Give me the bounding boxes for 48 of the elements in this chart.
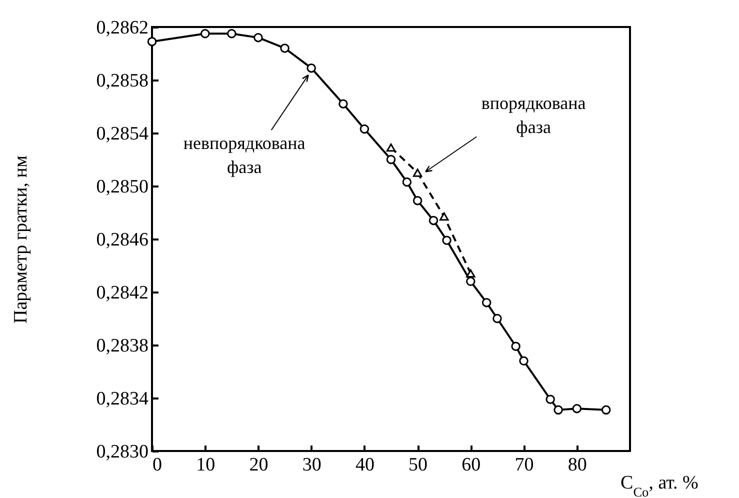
point [280,44,290,53]
x-tick-label: 80 [568,454,587,476]
x-tick-label: 60 [462,454,481,476]
point [466,276,476,286]
point [402,177,412,187]
y-tick-label: 0,2842 [96,282,148,304]
x-tick-label: 40 [355,454,374,476]
x-tick-label: 70 [514,454,534,476]
point [442,236,452,245]
y-tick-label: 0,2854 [96,124,149,144]
y-tick-label: 0,2830 [96,442,148,462]
point [386,154,396,164]
y-tick-label: 0,2862 [96,18,148,38]
point [306,63,316,73]
y-tick-label: 0,2858 [96,70,148,92]
x-tick-label: 30 [302,454,322,476]
point [439,212,449,221]
point [519,356,528,366]
point [227,29,236,38]
point [412,196,422,206]
point [492,314,502,324]
point [147,36,157,46]
x-tick-label: 20 [249,454,268,476]
point [200,29,210,38]
point [360,124,370,134]
point [554,405,563,415]
annotation: впорядкована фаза [481,92,586,137]
point [466,269,476,278]
x-tick-label: 0 [152,454,162,476]
y-tick-label: 0,2838 [96,336,148,356]
x-tick-label: 10 [196,454,216,476]
x-tick-label: 50 [408,454,428,476]
annotation: невпорядкована фаза [183,133,306,178]
point [511,342,520,351]
point [412,168,422,177]
point [572,404,582,414]
point [601,405,611,415]
point [428,216,438,226]
x-axis-title: C$_{Co}$, ат. % [620,472,699,498]
point [386,143,396,152]
point [254,32,263,42]
y-tick-label: 0,2850 [96,176,148,198]
y-axis-title: Параметр гратки, нм [10,156,32,324]
point [482,298,492,308]
y-tick-label: 0,2834 [96,388,149,410]
point [546,394,555,404]
point [338,99,348,108]
y-tick-label: 0,2846 [96,230,148,250]
